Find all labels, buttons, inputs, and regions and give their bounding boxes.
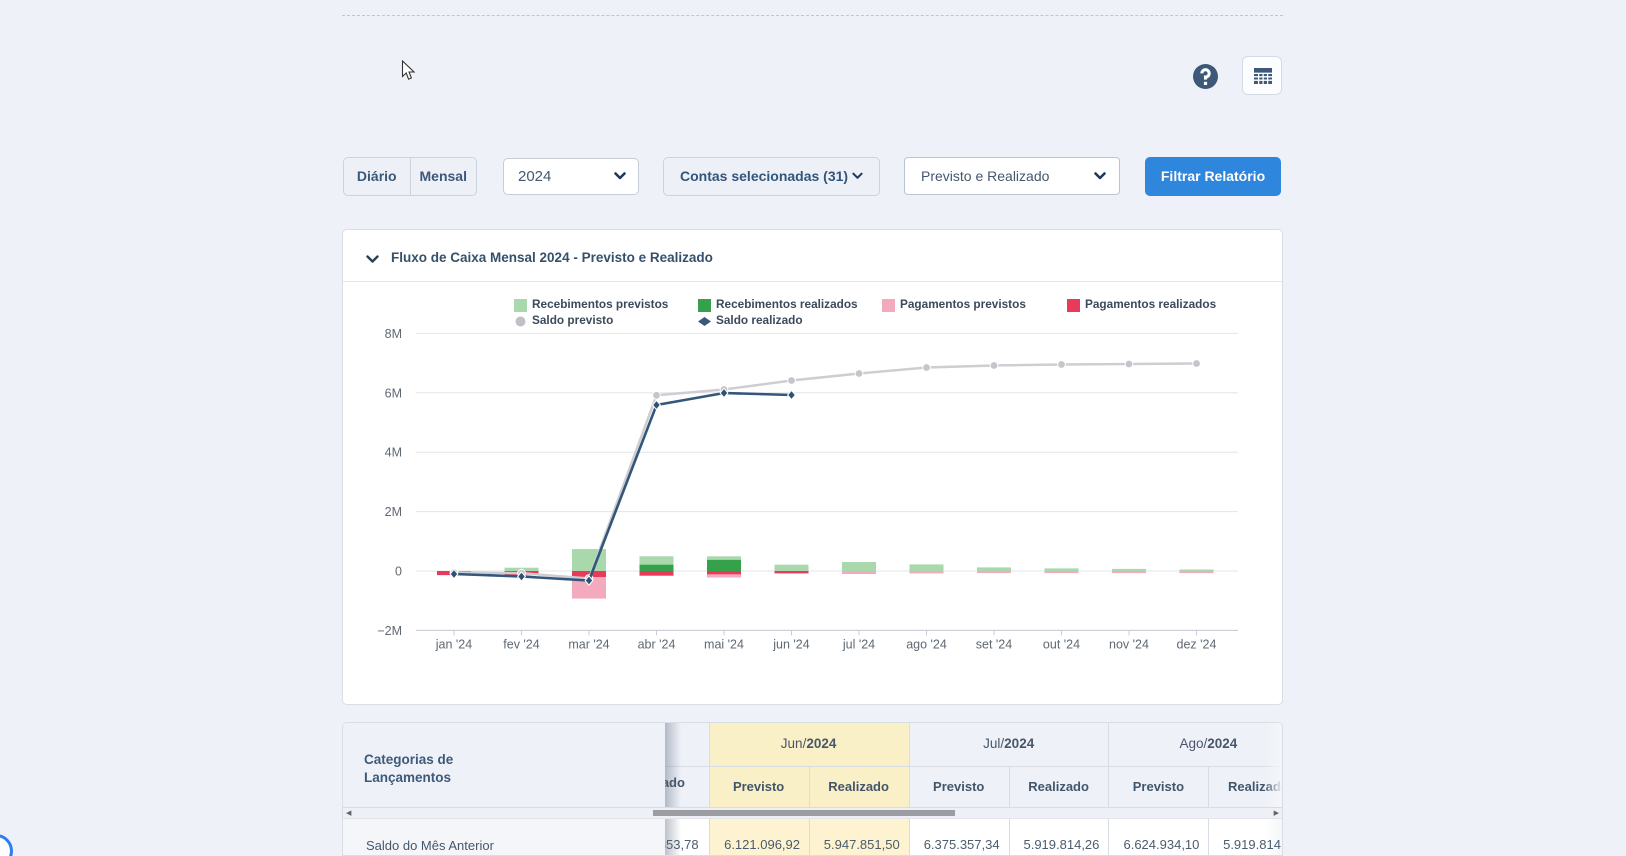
svg-text:−2M: −2M xyxy=(377,624,402,638)
svg-text:set '24: set '24 xyxy=(976,638,1012,652)
svg-text:4M: 4M xyxy=(385,446,402,460)
svg-text:mai '24: mai '24 xyxy=(704,638,744,652)
svg-text:mar '24: mar '24 xyxy=(568,638,609,652)
svg-text:6M: 6M xyxy=(385,386,402,400)
svg-text:jun '24: jun '24 xyxy=(772,638,809,652)
svg-text:0: 0 xyxy=(395,565,402,579)
svg-text:2M: 2M xyxy=(385,505,402,519)
svg-text:ago '24: ago '24 xyxy=(906,638,947,652)
svg-text:jul '24: jul '24 xyxy=(842,638,875,652)
svg-text:fev '24: fev '24 xyxy=(503,638,539,652)
svg-text:out '24: out '24 xyxy=(1043,638,1080,652)
svg-text:dez '24: dez '24 xyxy=(1177,638,1217,652)
svg-text:nov '24: nov '24 xyxy=(1109,638,1149,652)
svg-text:jan '24: jan '24 xyxy=(435,638,472,652)
svg-text:8M: 8M xyxy=(385,327,402,341)
svg-text:abr '24: abr '24 xyxy=(638,638,676,652)
